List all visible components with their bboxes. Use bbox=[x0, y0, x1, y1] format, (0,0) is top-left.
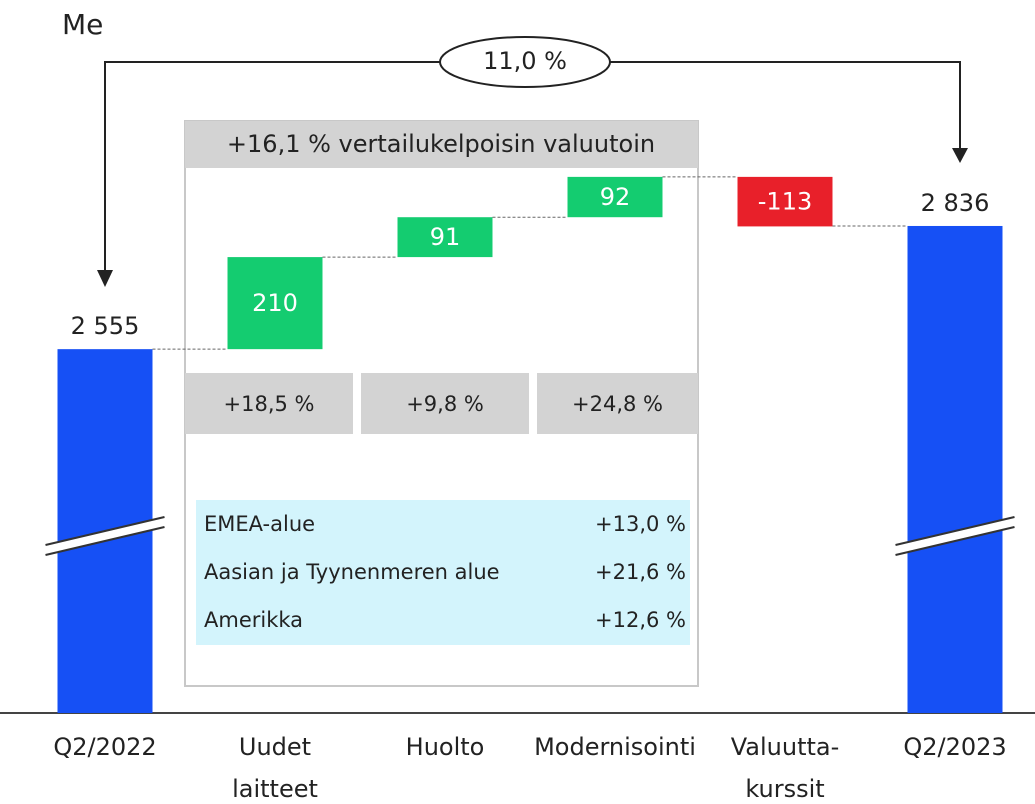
x-tick-label: laitteet bbox=[232, 775, 318, 803]
arrow-head bbox=[97, 270, 113, 287]
axis-break bbox=[895, 517, 1015, 555]
value-label: 92 bbox=[600, 183, 631, 211]
change-ellipse bbox=[439, 36, 611, 88]
axis-break bbox=[45, 517, 165, 555]
bar bbox=[567, 176, 663, 218]
growth-box bbox=[361, 373, 529, 434]
x-tick-label: Modernisointi bbox=[534, 733, 696, 761]
region-growth: +21,6 % bbox=[595, 560, 686, 584]
growth-label: +24,8 % bbox=[572, 392, 663, 416]
axis-break-line bbox=[45, 526, 165, 556]
region-growth: +12,6 % bbox=[595, 608, 686, 632]
region-growth: +13,0 % bbox=[595, 512, 686, 536]
value-label: 2 555 bbox=[71, 312, 140, 340]
unit-label: Me bbox=[62, 8, 103, 41]
value-label: 91 bbox=[430, 223, 461, 251]
value-label: -113 bbox=[758, 188, 812, 216]
region-name: EMEA-alue bbox=[204, 512, 315, 536]
region-name: Amerikka bbox=[204, 608, 303, 632]
growth-box bbox=[537, 373, 698, 434]
region-table bbox=[196, 500, 690, 645]
change-arrow bbox=[104, 61, 961, 270]
axis-break-line bbox=[895, 526, 1015, 556]
bar bbox=[397, 217, 493, 258]
comparable-note: +16,1 % vertailukelpoisin valuutoin bbox=[227, 130, 655, 158]
bar bbox=[907, 225, 1003, 713]
x-tick-label: Huolto bbox=[406, 733, 485, 761]
growth-label: +9,8 % bbox=[406, 392, 484, 416]
x-tick-label: Q2/2023 bbox=[903, 733, 1006, 761]
growth-label: +18,5 % bbox=[224, 392, 315, 416]
bar bbox=[227, 257, 323, 350]
total-change: 11,0 % bbox=[483, 47, 567, 75]
axis-break-line bbox=[895, 516, 1015, 546]
bar bbox=[737, 176, 833, 227]
growth-box bbox=[185, 373, 353, 434]
axis-break-line bbox=[45, 516, 165, 546]
comparable-header bbox=[185, 121, 698, 168]
x-tick-label: kurssit bbox=[745, 775, 824, 803]
value-label: 2 836 bbox=[921, 189, 990, 217]
arrow-head bbox=[952, 148, 968, 163]
value-label: 210 bbox=[252, 289, 298, 317]
region-name: Aasian ja Tyynenmeren alue bbox=[204, 560, 500, 584]
x-tick-label: Uudet bbox=[239, 733, 311, 761]
x-tick-label: Q2/2022 bbox=[53, 733, 156, 761]
x-tick-label: Valuutta- bbox=[731, 733, 840, 761]
